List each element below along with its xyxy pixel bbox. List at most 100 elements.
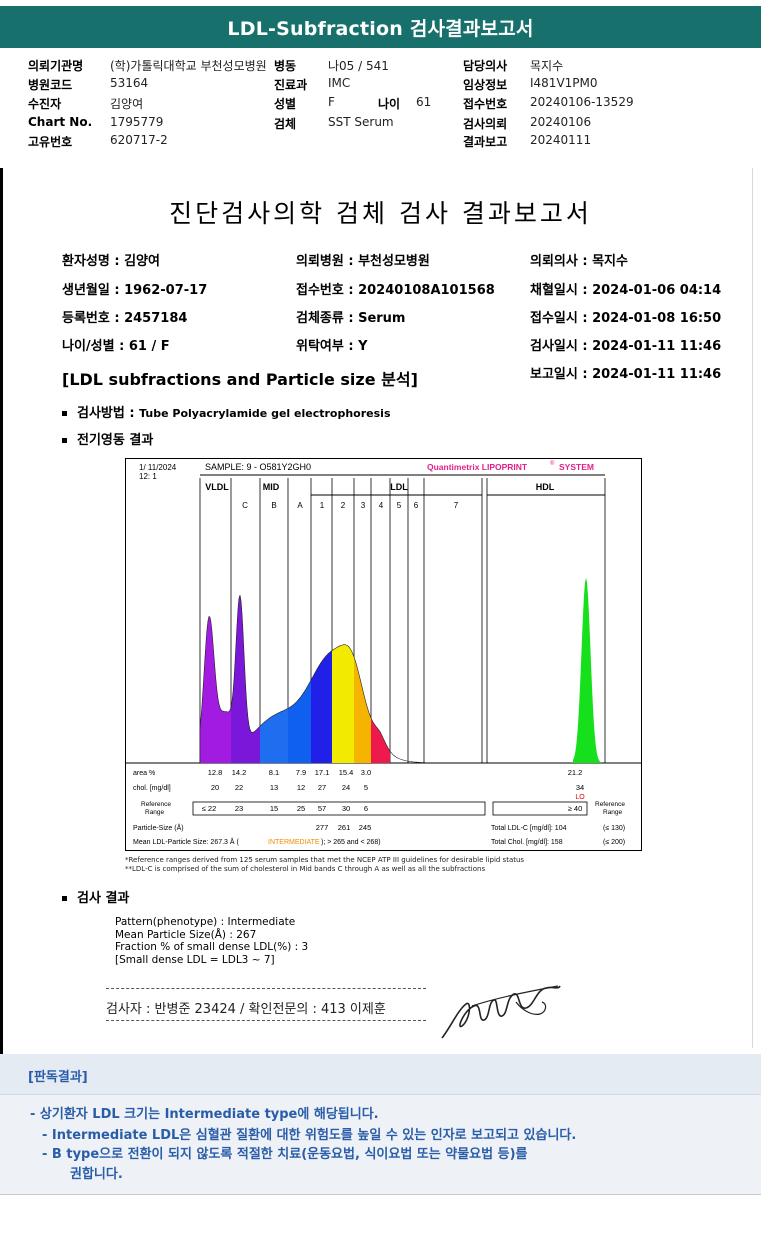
ref-box-ldl [192, 801, 486, 816]
band-label-6: 6 [414, 501, 419, 510]
electro-row: 전기영동 결과 [62, 429, 153, 448]
ref-box-hdl [492, 801, 588, 816]
total-ldl: Total LDL-C [mg/dl]: 104 [491, 825, 567, 832]
document-right-border [752, 168, 753, 1048]
chart-run-id: 12: 1 [139, 472, 157, 481]
ref-value: 6 [364, 804, 368, 813]
judgement-header [0, 1054, 761, 1095]
band-label-3: 3 [361, 501, 366, 510]
chol-hdl-flag: LO [575, 794, 585, 801]
department-label: 진료과 [274, 78, 308, 92]
outsourced: 위탁여부 : Y [296, 339, 368, 354]
total-chol: Total Chol. [mg/dl]: 158 [491, 839, 563, 846]
chart-date: 1/ 11/2024 [139, 463, 177, 472]
report-banner: LDL-Subfraction 검사결과보고서 [0, 6, 761, 48]
trace-outline [199, 595, 425, 763]
method-row: 검사방법 : Tube Polyacrylamide gel electroph… [62, 402, 391, 421]
document-title: 진단검사의학 검체 검사 결과보고서 [169, 199, 592, 228]
chol-value: 13 [270, 783, 278, 792]
band-label-2: 2 [341, 501, 346, 510]
received-time: 접수일시 : 2024-01-08 16:50 [530, 311, 722, 326]
psize-label: Particle-Size (Å) [133, 823, 184, 832]
judgement-line-3: - B type으로 전환이 되지 않도록 적절한 치료(운동요법, 식이요법 … [42, 1147, 528, 1162]
ref-label-bottom: Range [145, 809, 165, 816]
result-small-dense: Fraction % of small dense LDL(%) : 3 [115, 941, 309, 953]
area-value: 15.4 [339, 768, 354, 777]
birth-date: 생년월일 : 1962-07-17 [62, 283, 208, 298]
age-value: 61 [416, 95, 432, 109]
chart-brand: Quantimetrix LIPOPRINT [427, 462, 528, 472]
chol-value: 12 [297, 783, 305, 792]
mid-a-area [288, 680, 311, 763]
ref-value: ≤ 22 [202, 804, 217, 813]
ldl4-area [371, 717, 390, 763]
clinical-info-value: I481V1PM0 [530, 76, 598, 90]
receipt-number: 접수번호 : 20240108A101568 [296, 283, 495, 298]
signature-image [441, 985, 561, 1039]
chart-no-value: 1795779 [110, 115, 164, 129]
hospital-code-value: 53164 [110, 76, 149, 90]
area-label: area % [133, 770, 155, 777]
doctor-label: 담당의사 [463, 59, 508, 73]
test-time: 검사일시 : 2024-01-11 11:46 [530, 339, 722, 354]
chart-brand-reg: ® [550, 460, 555, 467]
age-sex: 나이/성별 : 61 / F [62, 339, 170, 354]
result-text: Pattern(phenotype) : Intermediate Mean P… [115, 916, 308, 966]
band-label-b: B [271, 501, 276, 510]
area-hdl-value: 21.2 [568, 768, 583, 777]
ward-value: 나05 / 541 [328, 59, 389, 73]
sex-label: 성별 [274, 97, 297, 111]
group-label-mid: MID [263, 482, 280, 492]
mean-ldl-prefix: Mean LDL-Particle Size: 267.3 Å ( [133, 837, 239, 846]
analysis-section-title: [LDL subfractions and Particle size 분석] [62, 370, 418, 389]
signature-divider-top [106, 988, 426, 989]
area-value: 14.2 [232, 768, 247, 777]
group-label-ldl: LDL [390, 482, 408, 492]
ref-value: 57 [318, 804, 326, 813]
patient-label: 수진자 [28, 97, 62, 111]
bullet-icon [62, 411, 67, 416]
report-date-value: 20240111 [530, 133, 592, 147]
chol-value: 20 [211, 783, 219, 792]
department-value: IMC [328, 76, 351, 90]
judgement-line-4: 권합니다. [70, 1167, 123, 1182]
area-value: 3.0 [361, 768, 371, 777]
area-value: 17.1 [315, 768, 330, 777]
psize-value: 261 [338, 823, 351, 832]
chol-value: 27 [318, 783, 326, 792]
specimen-value: SST Serum [328, 115, 394, 129]
unique-no-label: 고유번호 [28, 135, 73, 149]
report-date-label: 결과보고 [463, 135, 508, 149]
result-mean-size: Mean Particle Size(Å) : 267 [115, 928, 257, 941]
receipt-no-label: 접수번호 [463, 97, 508, 111]
band-label-4: 4 [379, 501, 384, 510]
patient-name: 환자성명 : 김양여 [62, 254, 160, 269]
unique-no-value: 620717-2 [110, 133, 168, 147]
request-date-label: 검사의뢰 [463, 117, 508, 131]
result-row: 검사 결과 [62, 887, 129, 906]
psize-value: 277 [316, 823, 329, 832]
ref-value: 23 [235, 804, 243, 813]
ref-label-top: Reference [141, 801, 171, 808]
vldl-area [200, 616, 231, 763]
band-label-5: 5 [397, 501, 402, 510]
patient-value: 김양여 [110, 97, 144, 111]
result-pattern: Pattern(phenotype) : Intermediate [115, 916, 296, 928]
chol-value: 22 [235, 783, 243, 792]
chol-value: 5 [364, 783, 368, 792]
judgement-line-2: - Intermediate LDL은 심혈관 질환에 대한 위험도를 높일 수… [42, 1128, 577, 1143]
band-label-c: C [242, 501, 248, 510]
doctor-value: 목지수 [530, 59, 564, 73]
ref-hdl-value: ≥ 40 [568, 804, 583, 813]
chol-label: chol. [mg/dl] [133, 785, 171, 792]
band-label-1: 1 [320, 501, 325, 510]
chol-hdl-value: 34 [576, 783, 584, 792]
result-label: 검사 결과 [77, 891, 130, 906]
requesting-doctor: 의뢰의사 : 목지수 [530, 254, 628, 269]
hdl-area [573, 578, 601, 763]
note-ldl-c: **LDL-C is comprised of the sum of chole… [125, 865, 486, 873]
psize-value: 245 [359, 823, 372, 832]
hospital-value: (학)가톨릭대학교 부천성모병원 [110, 59, 267, 73]
mid-b-area [260, 708, 288, 763]
